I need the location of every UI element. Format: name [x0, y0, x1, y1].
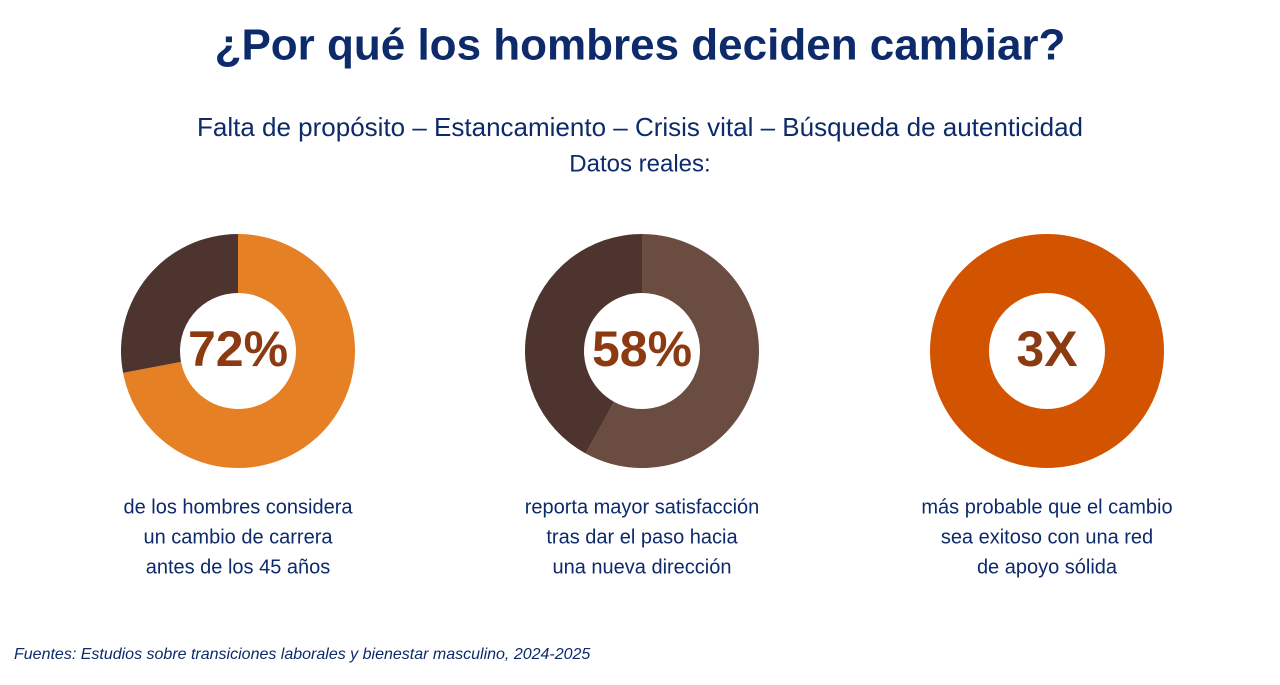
donut-slice — [123, 234, 356, 468]
caption-line: más probable que el cambio — [921, 496, 1172, 518]
source: Fuentes: Estudios sobre transiciones lab… — [14, 646, 590, 663]
donut-slice — [121, 234, 238, 373]
intro: Datos reales: — [569, 150, 710, 177]
caption-line: reporta mayor satisfacción — [525, 496, 760, 518]
donut-slice — [524, 234, 642, 454]
caption-line: de los hombres considera — [123, 496, 353, 518]
center-value: 58% — [592, 321, 692, 377]
caption-line: tras dar el paso hacia — [546, 526, 738, 548]
center-value: 72% — [188, 321, 288, 377]
donut-slice — [930, 234, 1164, 468]
caption-line: antes de los 45 años — [146, 556, 331, 578]
caption-line: de apoyo sólida — [977, 556, 1118, 578]
title: ¿Por qué los hombres deciden cambiar? — [215, 21, 1066, 70]
caption-line: un cambio de carrera — [144, 526, 334, 548]
donut-slice — [585, 234, 759, 468]
subtitle: Falta de propósito – Estancamiento – Cri… — [197, 112, 1083, 142]
caption-line: una nueva dirección — [552, 556, 731, 578]
caption-line: sea exitoso con una red — [941, 526, 1153, 548]
center-value: 3X — [1016, 321, 1077, 377]
